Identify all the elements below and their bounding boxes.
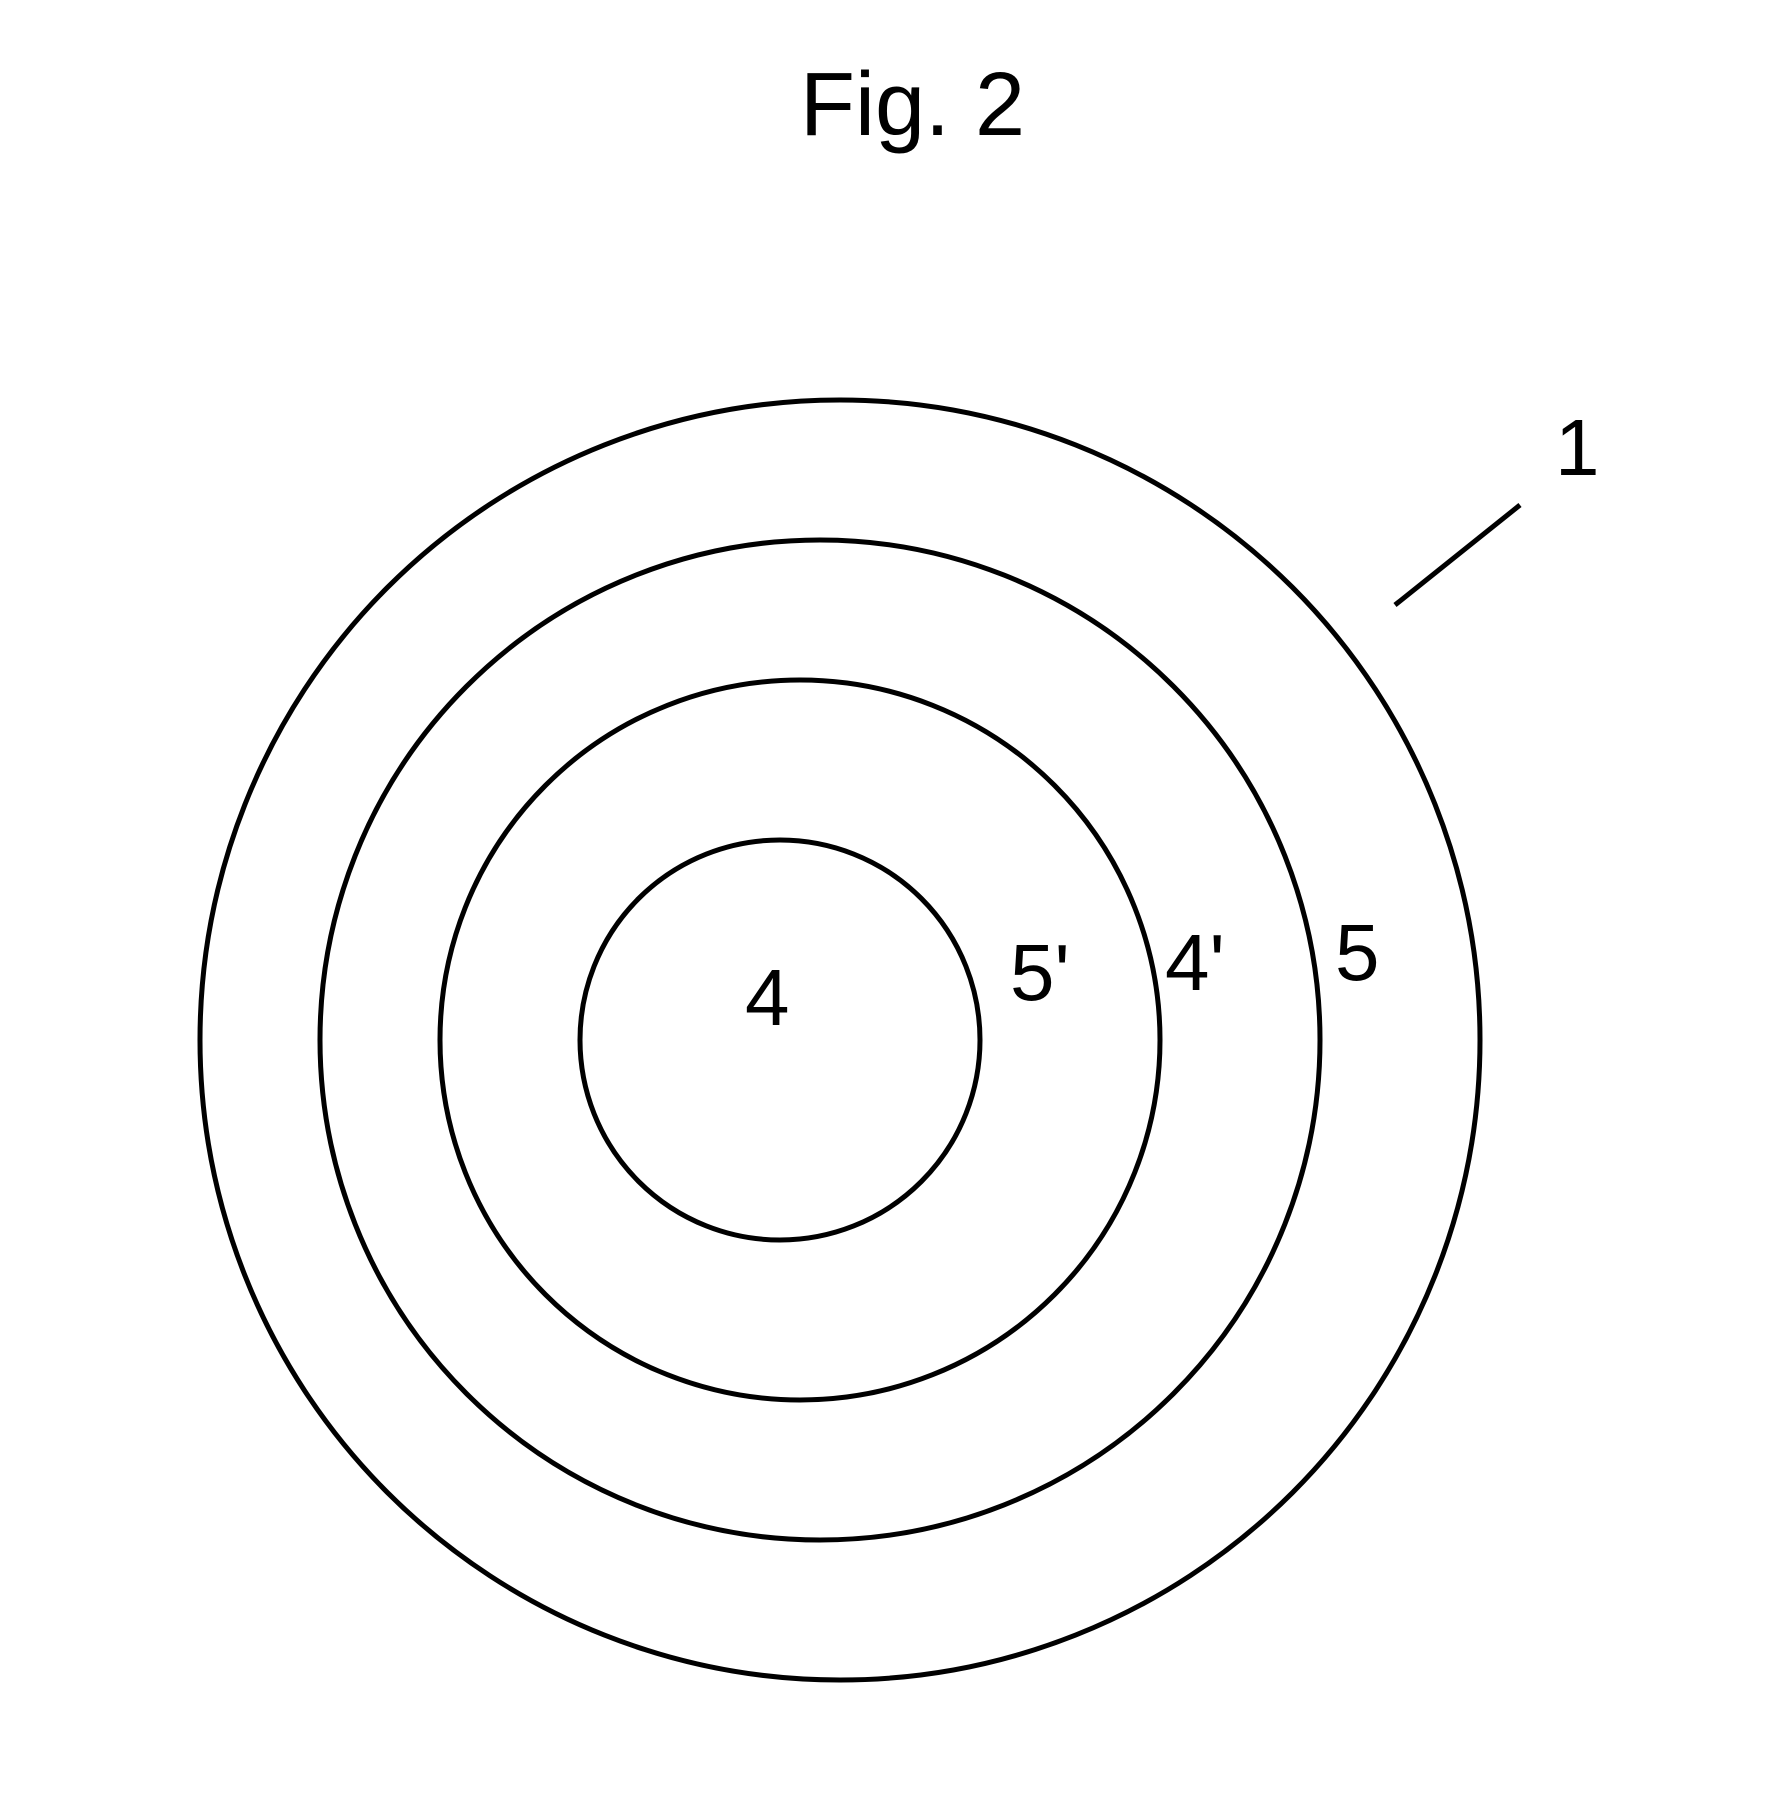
outer-circle <box>200 400 1480 1680</box>
label-4: 4 <box>745 953 790 1042</box>
figure-title: Fig. 2 <box>800 55 1025 155</box>
concentric-circles <box>200 400 1480 1680</box>
label-1: 1 <box>1555 403 1600 492</box>
label-5: 5 <box>1335 908 1380 997</box>
ring-4prime <box>320 540 1320 1540</box>
label-4prime: 4' <box>1165 918 1225 1007</box>
leader-line <box>1395 505 1520 605</box>
ring-5prime <box>440 680 1160 1400</box>
figure-svg: Fig. 2 4 5' 4' 5 1 <box>0 0 1782 1803</box>
label-5prime: 5' <box>1010 928 1070 1017</box>
